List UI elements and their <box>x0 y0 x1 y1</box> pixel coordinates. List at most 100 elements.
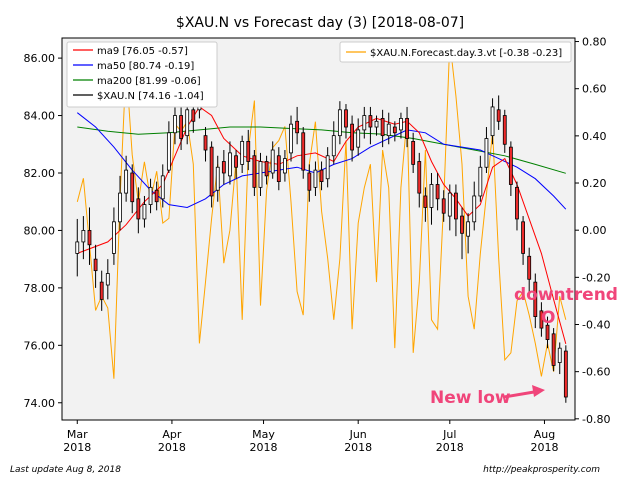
y-left-tick-label: 76.00 <box>24 339 56 352</box>
candle-body <box>179 115 183 139</box>
annotation-arrow-head <box>532 385 545 397</box>
candle-body <box>460 215 464 234</box>
candle-body <box>160 175 165 200</box>
candle <box>301 127 306 179</box>
candle-body <box>399 118 403 131</box>
candle-body <box>539 310 544 329</box>
candle-body <box>331 135 336 157</box>
candle-body <box>185 109 190 137</box>
candle-body <box>386 123 391 137</box>
candle <box>399 112 403 139</box>
candle <box>478 155 483 202</box>
x-tick-label: 2018 <box>158 441 186 454</box>
x-tick-label: Apr <box>162 428 182 441</box>
candle-body <box>191 109 196 122</box>
candle <box>209 141 214 208</box>
candle <box>75 218 80 277</box>
candle <box>484 127 489 173</box>
candle <box>392 121 397 142</box>
x-tick-label: 2018 <box>63 441 91 454</box>
candle <box>105 259 110 300</box>
candle-body <box>136 198 141 220</box>
legend-label: $XAU.N.Forecast.day.3.vt [-0.38 -0.23] <box>370 48 562 59</box>
candle <box>87 207 92 265</box>
candle-body <box>490 106 495 137</box>
legend-label: ma50 [80.74 -0.19] <box>97 61 194 72</box>
candle-body <box>502 115 507 145</box>
candle <box>435 172 440 211</box>
candle <box>423 187 428 222</box>
candle <box>545 316 550 349</box>
candle <box>160 164 165 208</box>
candle-body <box>447 192 452 217</box>
candle <box>356 118 361 156</box>
annotations: downtrend O New low <box>430 285 618 408</box>
candle <box>307 164 312 202</box>
candle <box>228 141 232 185</box>
y-right-tick-label: 0.20 <box>582 177 607 190</box>
candle <box>429 172 434 225</box>
annotation-new-low: New low <box>430 388 511 408</box>
candle-body <box>81 230 86 243</box>
candle <box>319 161 324 191</box>
legend-label: ma9 [76.05 -0.57] <box>97 46 188 57</box>
candle <box>130 164 135 214</box>
candle-body <box>411 140 416 165</box>
annotation-arrow-shaft <box>503 390 535 399</box>
candle-body <box>515 186 519 220</box>
y-left-tick-label: 86.00 <box>24 52 56 65</box>
candle-body <box>75 241 80 254</box>
annotation-downtrend: downtrend <box>514 285 618 305</box>
candle-body <box>374 120 379 128</box>
candle <box>179 104 183 151</box>
candle-body <box>478 166 483 197</box>
candle-body <box>270 149 275 174</box>
candle <box>539 302 544 337</box>
candle <box>411 132 416 173</box>
candle <box>240 135 245 173</box>
candle <box>502 109 507 153</box>
candle-body <box>142 204 147 220</box>
candle <box>521 216 525 265</box>
candle <box>118 175 122 231</box>
x-tick-label: 2018 <box>250 441 278 454</box>
candle <box>112 207 116 265</box>
candle <box>515 181 519 231</box>
x-tick-label: Aug <box>534 428 555 441</box>
legend-label: $XAU.N [74.16 -1.04] <box>97 91 204 102</box>
candle-body <box>289 123 293 154</box>
footer-left: Last update Aug 8, 2018 <box>10 465 121 475</box>
y-right-tick-label: -0.20 <box>582 271 610 284</box>
candle <box>270 141 275 179</box>
candle <box>533 273 538 329</box>
candle <box>142 195 147 228</box>
candle <box>490 98 495 145</box>
candle <box>508 141 513 196</box>
candle <box>460 207 464 260</box>
candle-body <box>368 115 373 128</box>
x-tick-label: May <box>252 428 275 441</box>
candle-body <box>551 333 556 366</box>
candle-body <box>344 109 348 128</box>
x-tick-label: 2018 <box>530 441 558 454</box>
candle-body <box>258 161 263 188</box>
candle-body <box>264 161 269 177</box>
y-right-tick-label: 0.40 <box>582 130 607 143</box>
y-right-tick-label: -0.60 <box>582 366 610 379</box>
candle <box>405 106 409 148</box>
x-tick-label: 2018 <box>344 441 372 454</box>
y-left-tick-label: 84.00 <box>24 110 56 123</box>
candle <box>386 112 391 145</box>
candle <box>466 213 471 254</box>
candle-body <box>166 132 171 171</box>
candle <box>454 184 458 237</box>
candle-body <box>563 350 568 398</box>
candle-body <box>252 155 257 188</box>
candle-body <box>508 146 513 185</box>
candle <box>258 152 263 196</box>
legend-left: ma9 [76.05 -0.57] ma50 [80.74 -0.19] ma200… <box>66 41 218 108</box>
candle-body <box>118 192 122 223</box>
candle <box>99 270 104 311</box>
